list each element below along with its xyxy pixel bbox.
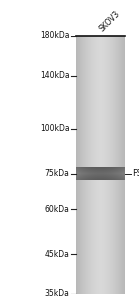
Text: FSHR: FSHR	[132, 169, 139, 178]
Text: 45kDa: 45kDa	[45, 250, 70, 259]
Text: 75kDa: 75kDa	[45, 169, 70, 178]
Text: 35kDa: 35kDa	[45, 290, 70, 298]
Text: 100kDa: 100kDa	[40, 124, 70, 133]
Text: 180kDa: 180kDa	[40, 32, 70, 40]
Text: 140kDa: 140kDa	[40, 71, 70, 80]
Text: SKOV3: SKOV3	[98, 9, 122, 33]
Text: 60kDa: 60kDa	[45, 205, 70, 214]
